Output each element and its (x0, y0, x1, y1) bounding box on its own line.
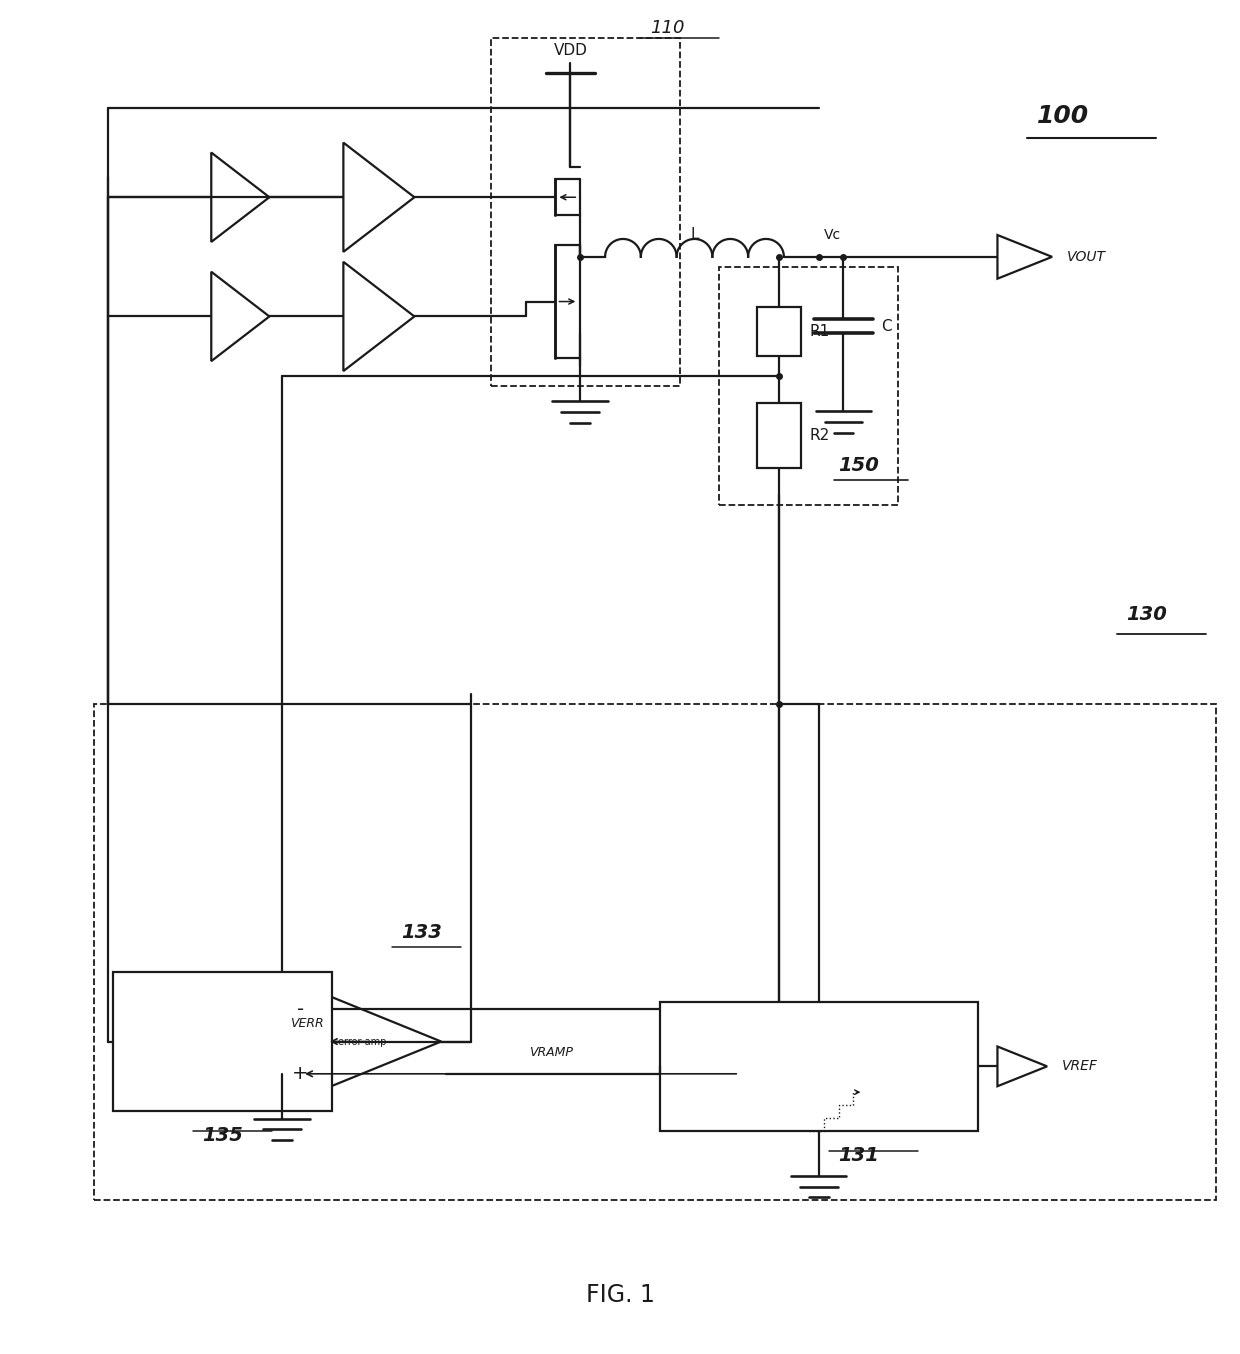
Bar (93, 704, 1216, 1201)
Text: 131: 131 (838, 1145, 879, 1164)
Text: VERR: VERR (290, 1017, 324, 1029)
Text: VRAMP: VRAMP (528, 1045, 573, 1059)
Text: R2: R2 (810, 428, 830, 443)
Text: 135: 135 (202, 1127, 243, 1145)
Text: R1: R1 (810, 324, 830, 338)
Text: Vc: Vc (823, 227, 841, 242)
Text: error amp: error amp (337, 1037, 386, 1047)
Text: -: - (296, 999, 304, 1018)
Bar (491, 38, 680, 386)
Text: L: L (691, 227, 699, 242)
Text: 133: 133 (402, 923, 443, 942)
Text: C: C (882, 320, 892, 334)
Bar (719, 267, 898, 505)
Text: VREF: VREF (1061, 1059, 1097, 1074)
Text: 100: 100 (1037, 104, 1089, 127)
Text: 150: 150 (838, 456, 879, 475)
Text: VDD: VDD (553, 43, 588, 58)
Text: 110: 110 (650, 19, 684, 38)
Text: 130: 130 (1127, 605, 1167, 624)
Text: +: + (291, 1064, 309, 1083)
Text: VOUT: VOUT (1066, 250, 1106, 264)
Bar (756, 403, 801, 468)
Bar (113, 972, 332, 1112)
Bar (756, 307, 801, 356)
Bar (660, 1002, 977, 1131)
Text: FIG. 1: FIG. 1 (585, 1282, 655, 1307)
